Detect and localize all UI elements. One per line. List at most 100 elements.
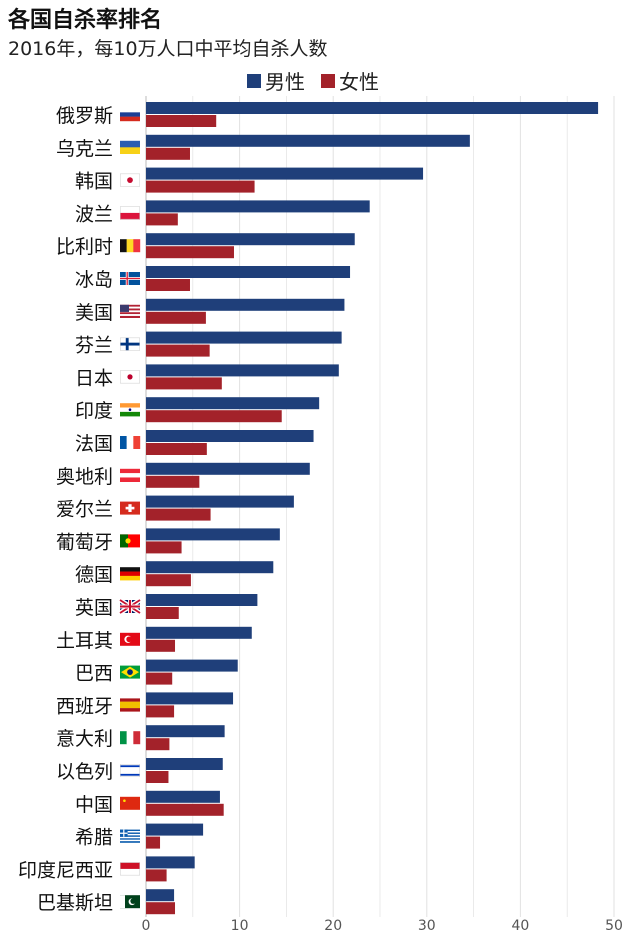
bar-female [146,311,206,324]
country-label: 俄罗斯 [56,105,113,127]
bar-male [146,364,339,377]
flag-at-icon [120,468,140,482]
legend-label-female: 女性 [339,70,379,94]
bar-female [146,246,234,259]
flag-jp-icon [120,370,140,384]
flag-gr-icon [120,829,140,843]
country-label: 西班牙 [56,695,113,717]
bar-male [146,856,195,869]
bar-female [146,377,222,390]
chart-subtitle: 2016年，每10万人口中平均自杀人数 [8,38,328,60]
flag-gb-icon [118,598,142,615]
bar-female [146,803,224,816]
bar-male [146,659,238,672]
legend-swatch-female [321,73,335,88]
country-label: 波兰 [75,203,113,225]
bar-female [146,115,217,127]
bar-female [146,639,176,652]
bar-male [146,528,280,541]
flag-ru-icon [120,108,140,122]
country-label: 美国 [75,302,113,324]
bar-female [146,869,167,882]
country-label: 土耳其 [56,630,113,652]
country-label: 芬兰 [75,335,113,357]
flag-pk-icon [120,895,140,909]
bar-female [146,147,190,160]
legend-swatch-male [247,73,261,88]
flag-ua-icon [120,140,140,154]
flag-br-icon [120,665,140,679]
country-label: 葡萄牙 [56,531,113,553]
bar-male [146,430,314,442]
bar-male [146,462,310,475]
flag-il-icon [120,764,140,777]
bar-female [146,836,161,849]
flag-fi-icon [120,337,140,351]
country-label: 英国 [75,597,113,619]
country-label: 德国 [75,564,113,586]
legend: 男性 女性 [247,66,395,95]
country-label: 爱尔兰 [56,499,113,521]
bar-female [146,344,210,357]
bar-female [146,279,190,291]
country-label: 希腊 [75,827,113,849]
flag-id-icon [120,862,140,876]
bar-female [146,541,182,554]
bar-male [146,134,470,147]
bar-female [146,771,169,783]
flag-kr-icon [120,173,140,187]
legend-item-male: 男性 [247,66,305,95]
bar-male [146,102,599,114]
bar-male [146,692,234,705]
flag-fr-icon [120,436,141,449]
country-label: 日本 [75,367,113,389]
bar-male [146,298,345,311]
country-label: 奥地利 [56,466,113,488]
flag-is-icon [120,272,140,285]
country-label: 巴西 [75,663,113,685]
bar-male [146,233,355,246]
country-label: 法国 [75,433,113,455]
bar-male [146,889,175,902]
bar-male [146,561,274,574]
flag-cn-icon [120,796,140,810]
bar-male [146,266,351,278]
bar-female [146,672,173,685]
legend-label-male: 男性 [265,70,305,94]
flag-us-icon [120,304,140,318]
flag-ch-icon [120,501,140,515]
flag-de-icon [120,567,140,581]
bar-female [146,607,179,619]
flag-pl-icon [120,206,140,220]
x-tick-label: 0 [142,918,151,934]
country-label: 巴基斯坦 [37,892,113,914]
country-label: 乌克兰 [56,138,113,160]
bar-female [146,574,191,587]
bar-male [146,331,342,344]
bar-female [146,180,255,193]
chart-title: 各国自杀率排名 [8,8,163,33]
country-label: 印度 [75,400,113,422]
flag-be-icon [120,239,141,253]
bar-male [146,397,320,410]
x-tick-label: 50 [605,918,623,934]
x-tick-label: 30 [418,918,436,934]
x-tick-label: 10 [231,918,249,934]
bar-female [146,738,170,751]
bar-male [146,200,370,213]
bar-male [146,758,223,770]
bar-male [146,823,204,836]
legend-item-female: 女性 [321,66,379,95]
bar-female [146,902,176,915]
bar-female [146,475,200,488]
bar-male [146,725,225,738]
bar-male [146,790,220,803]
country-label: 印度尼西亚 [18,859,113,881]
bar-female [146,410,282,423]
country-label: 中国 [75,794,113,816]
country-label: 意大利 [56,728,113,750]
flag-es-icon [120,698,140,712]
flag-pt-icon [120,534,140,548]
flag-it-icon [120,731,141,745]
